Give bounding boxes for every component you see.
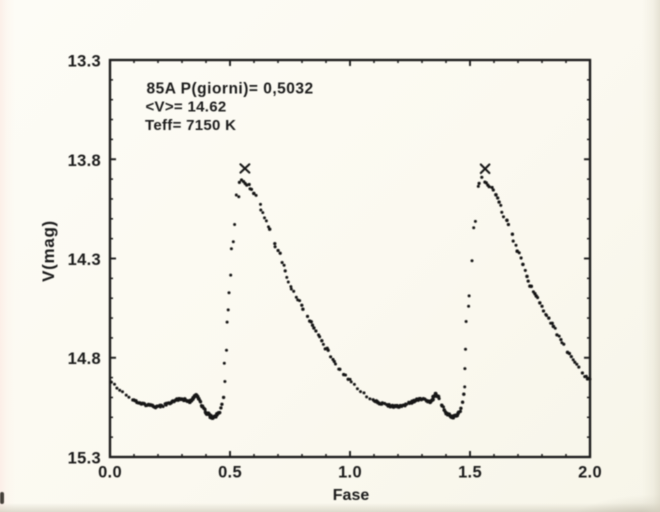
svg-text:13.3: 13.3 [68, 53, 101, 71]
svg-text:1.5: 1.5 [458, 463, 482, 481]
svg-text:14.3: 14.3 [68, 251, 101, 269]
svg-text:1.0: 1.0 [338, 463, 362, 481]
svg-text:85A P(giorni)= 0,5032: 85A P(giorni)= 0,5032 [147, 81, 314, 98]
svg-text:0.0: 0.0 [98, 463, 122, 481]
svg-text:15.3: 15.3 [68, 450, 101, 468]
svg-text:<V>= 14.62: <V>= 14.62 [146, 99, 227, 116]
svg-text:V(mag): V(mag) [39, 220, 58, 282]
svg-text:Teff= 7150 K: Teff= 7150 K [145, 117, 236, 134]
svg-text:14.8: 14.8 [68, 350, 101, 368]
svg-text:0.5: 0.5 [218, 463, 242, 481]
svg-text:2.0: 2.0 [578, 463, 602, 481]
svg-text:13.8: 13.8 [68, 152, 101, 170]
svg-text:Fase: Fase [333, 487, 370, 504]
